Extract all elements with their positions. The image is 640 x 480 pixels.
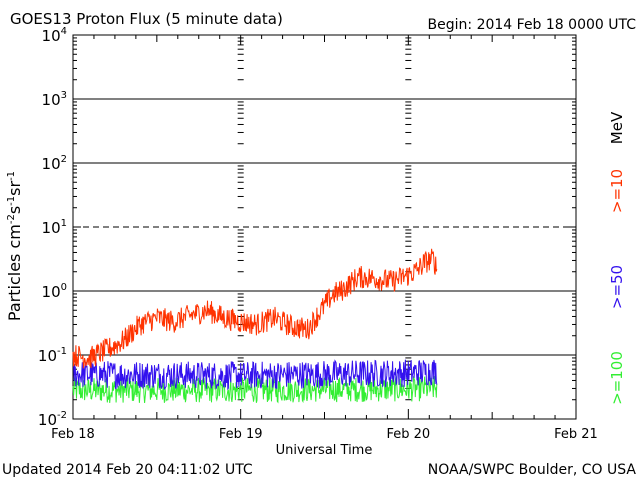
series-line bbox=[72, 359, 438, 391]
begin-date: Begin: 2014 Feb 18 0000 UTC bbox=[428, 17, 637, 33]
series-line bbox=[72, 248, 438, 369]
chart-title: GOES13 Proton Flux (5 minute data) bbox=[10, 10, 283, 28]
legend-item: >=10 bbox=[608, 169, 626, 213]
y-tick-label: 103 bbox=[42, 90, 67, 109]
credit-text: NOAA/SWPC Boulder, CO USA bbox=[428, 462, 637, 478]
y-tick-label: 104 bbox=[42, 26, 67, 45]
updated-timestamp: Updated 2014 Feb 20 04:11:02 UTC bbox=[2, 462, 253, 478]
legend-unit: MeV bbox=[608, 111, 626, 144]
legend: MeV >=10 >=50 >=100 bbox=[608, 111, 626, 405]
y-tick-label: 10-1 bbox=[38, 346, 67, 365]
y-tick-label: 102 bbox=[42, 154, 67, 173]
y-tick-label: 10-2 bbox=[38, 410, 67, 429]
legend-item: >=50 bbox=[608, 265, 626, 309]
x-tick-label: Feb 20 bbox=[386, 427, 430, 442]
x-axis-label: Universal Time bbox=[276, 443, 373, 458]
y-axis-label: Particles cm-2s-1sr-1 bbox=[5, 171, 24, 321]
x-tick-label: Feb 19 bbox=[219, 427, 263, 442]
plot-area: 10-2 10-1 100 101 102 103 104 Feb 18 Feb 19 Feb 2… bbox=[38, 26, 598, 442]
legend-item: >=100 bbox=[608, 351, 626, 405]
y-tick-label: 100 bbox=[42, 282, 67, 301]
y-tick-label: 101 bbox=[42, 218, 67, 237]
x-tick-label: Feb 21 bbox=[554, 427, 598, 442]
x-tick-label: Feb 18 bbox=[51, 427, 95, 442]
